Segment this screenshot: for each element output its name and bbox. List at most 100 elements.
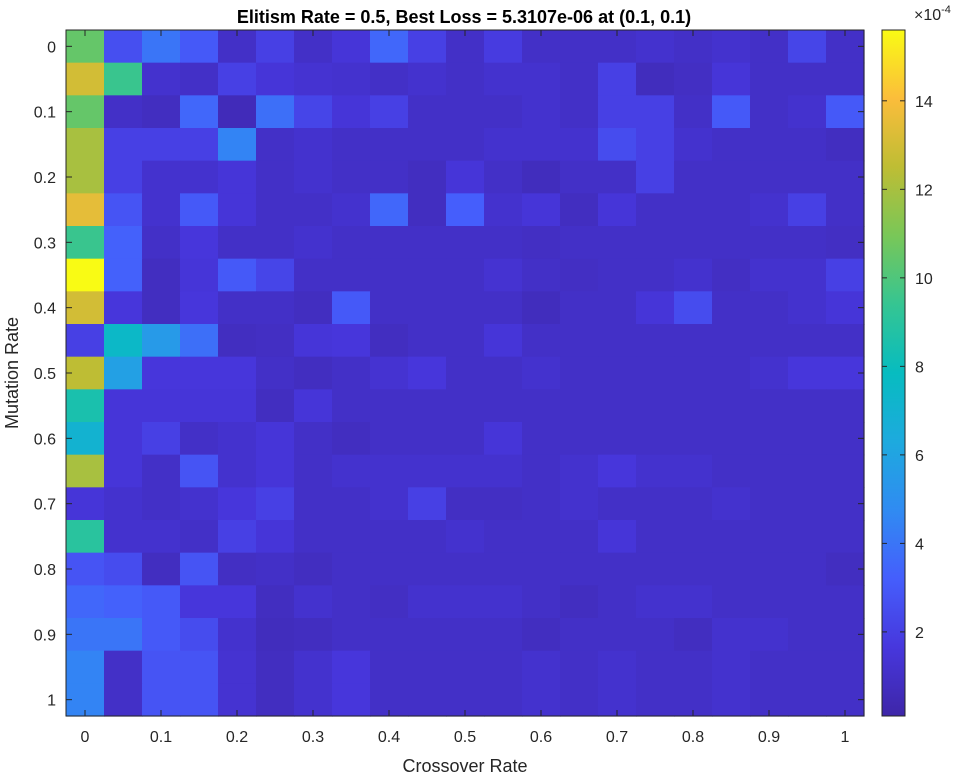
heatmap-cell — [332, 618, 371, 652]
heatmap-cell — [788, 650, 827, 684]
heatmap-cell — [674, 128, 713, 162]
heatmap-cell — [256, 226, 295, 260]
heatmap-cell — [446, 258, 485, 292]
heatmap-cell — [294, 520, 333, 554]
heatmap-cell — [446, 650, 485, 684]
heatmap-cell — [674, 618, 713, 652]
heatmap-cell — [560, 95, 599, 129]
heatmap-cell — [712, 324, 751, 358]
colorbar-exponent-power: -4 — [941, 4, 951, 16]
y-tick-label: 0.5 — [34, 366, 56, 383]
heatmap-cell — [522, 650, 561, 684]
heatmap-cell — [66, 62, 105, 96]
x-tick-label: 0.2 — [226, 729, 248, 746]
heatmap-cell — [332, 160, 371, 194]
heatmap-cell — [636, 454, 675, 488]
heatmap-cell — [408, 95, 447, 129]
heatmap-cell — [446, 324, 485, 358]
colorbar-tick-label: 10 — [915, 271, 933, 288]
heatmap-cell — [104, 487, 143, 521]
y-tick-label: 0.1 — [34, 105, 56, 122]
heatmap-cell — [180, 324, 219, 358]
heatmap-cell — [636, 291, 675, 325]
heatmap-cell — [66, 552, 105, 586]
heatmap-cell — [598, 128, 637, 162]
heatmap-cell — [522, 95, 561, 129]
heatmap-cell — [598, 324, 637, 358]
heatmap-cell — [712, 62, 751, 96]
heatmap-cell — [560, 520, 599, 554]
heatmap-cell — [218, 291, 257, 325]
heatmap-cell — [370, 291, 409, 325]
heatmap-cell — [560, 258, 599, 292]
heatmap-cell — [636, 258, 675, 292]
y-tick-label: 0.7 — [34, 497, 56, 514]
heatmap-cell — [142, 193, 181, 227]
heatmap-cell — [560, 226, 599, 260]
heatmap-cell — [560, 30, 599, 64]
heatmap-cell — [180, 95, 219, 129]
heatmap-cell — [256, 193, 295, 227]
heatmap-cell — [712, 389, 751, 423]
heatmap-cell — [66, 193, 105, 227]
heatmap-cell — [256, 585, 295, 619]
heatmap-cell — [294, 160, 333, 194]
y-tick-label: 1 — [47, 693, 56, 710]
heatmap-cell — [104, 454, 143, 488]
heatmap-cell — [446, 454, 485, 488]
heatmap-cell — [370, 258, 409, 292]
heatmap-cell — [560, 389, 599, 423]
colorbar-ticks: 2 4 6 8 10 12 14 — [882, 94, 933, 642]
heatmap-cell — [104, 520, 143, 554]
heatmap-cell — [332, 389, 371, 423]
heatmap-cell — [180, 356, 219, 390]
heatmap-cell — [256, 128, 295, 162]
heatmap-cell — [332, 128, 371, 162]
heatmap-cell — [180, 128, 219, 162]
heatmap-cell — [484, 683, 523, 717]
heatmap-cell — [484, 193, 523, 227]
heatmap-cell — [104, 226, 143, 260]
heatmap-cell — [180, 520, 219, 554]
heatmap-cell — [522, 160, 561, 194]
heatmap-cell — [104, 128, 143, 162]
heatmap-cell — [142, 356, 181, 390]
heatmap-cell — [788, 160, 827, 194]
heatmap-cell — [636, 226, 675, 260]
heatmap-cell — [256, 389, 295, 423]
heatmap-cell — [674, 585, 713, 619]
heatmap-cell — [408, 291, 447, 325]
heatmap-cell — [370, 95, 409, 129]
heatmap-cell — [636, 193, 675, 227]
x-tick-label: 0.9 — [758, 729, 780, 746]
heatmap-cell — [560, 487, 599, 521]
heatmap-cell — [180, 454, 219, 488]
heatmap-cell — [712, 650, 751, 684]
heatmap-cell — [712, 160, 751, 194]
heatmap-cell — [408, 585, 447, 619]
heatmap-cell — [484, 389, 523, 423]
heatmap-cells — [66, 30, 865, 717]
heatmap-cell — [180, 258, 219, 292]
heatmap-cell — [332, 30, 371, 64]
heatmap-cell — [598, 618, 637, 652]
heatmap-cell — [788, 291, 827, 325]
heatmap-cell — [636, 618, 675, 652]
heatmap-cell — [750, 193, 789, 227]
heatmap-cell — [408, 30, 447, 64]
heatmap-cell — [674, 520, 713, 554]
heatmap-cell — [636, 356, 675, 390]
heatmap-cell — [522, 128, 561, 162]
heatmap-cell — [560, 193, 599, 227]
heatmap-cell — [294, 193, 333, 227]
heatmap-cell — [66, 454, 105, 488]
heatmap-cell — [66, 520, 105, 554]
heatmap-cell — [674, 389, 713, 423]
heatmap-cell — [104, 258, 143, 292]
heatmap-cell — [826, 585, 865, 619]
heatmap-cell — [560, 324, 599, 358]
heatmap-cell — [370, 618, 409, 652]
heatmap-cell — [66, 487, 105, 521]
heatmap-cell — [484, 585, 523, 619]
heatmap-cell — [256, 683, 295, 717]
